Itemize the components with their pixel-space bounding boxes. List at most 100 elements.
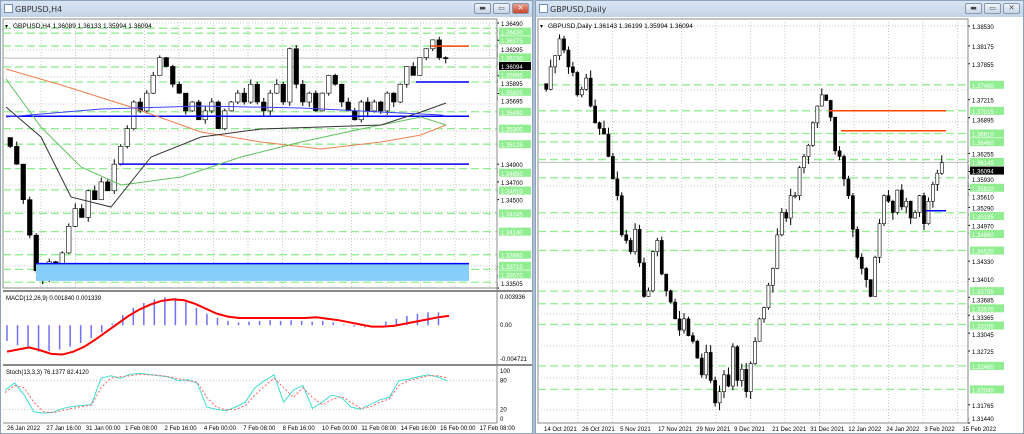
level-label-bg xyxy=(970,106,1004,115)
candle xyxy=(562,38,566,51)
h4-window-titlebar[interactable]: GBPUSD,H4 ▬ ▭ ✕ xyxy=(1,1,532,17)
candle xyxy=(771,268,775,286)
candle xyxy=(423,48,429,58)
candle xyxy=(908,200,913,219)
candle xyxy=(695,340,700,359)
candle xyxy=(682,318,686,331)
level-label-bg xyxy=(970,246,1004,255)
current-price-label: 1.36094 xyxy=(501,65,523,71)
macd-scale-label: 0.00 xyxy=(500,323,512,329)
candle xyxy=(20,163,26,200)
price-label: 1.35610 xyxy=(972,195,994,201)
candle xyxy=(913,212,917,219)
chart-frame xyxy=(537,18,969,424)
time-label: 7 Feb 08:00 xyxy=(243,426,276,432)
price-label: 1.33045 xyxy=(972,333,994,339)
h4-window-title: GBPUSD,H4 xyxy=(15,4,63,14)
candle xyxy=(241,92,247,103)
candle xyxy=(202,110,208,121)
candle xyxy=(215,101,221,129)
candle xyxy=(584,77,589,90)
time-label: 27 Jan 16:00 xyxy=(46,426,81,432)
close-button[interactable]: ✕ xyxy=(512,3,529,14)
candle xyxy=(664,273,669,292)
time-label: 12 Jan 2022 xyxy=(848,427,882,433)
candle xyxy=(615,178,620,196)
minimize-button[interactable]: ▬ xyxy=(474,3,491,14)
candle xyxy=(637,228,642,264)
restore-button[interactable]: ▭ xyxy=(493,3,510,14)
candle xyxy=(784,212,789,219)
level-label-bg xyxy=(499,227,531,236)
level-label-bg xyxy=(499,107,531,116)
price-label: 1.33365 xyxy=(972,316,994,322)
level-label: 1.34610 xyxy=(501,190,523,196)
h4-chart-window[interactable]: GBPUSD,H4 ▬ ▭ ✕ 1.36430 1.36375 1.36230 1.3… xyxy=(0,0,533,434)
candle xyxy=(105,181,111,192)
time-label: 15 Feb 2022 xyxy=(962,427,996,433)
candle xyxy=(726,374,731,387)
candle xyxy=(300,83,306,103)
moving-average-black xyxy=(5,102,447,208)
candle xyxy=(766,284,771,308)
candle xyxy=(111,163,117,192)
daily-window-titlebar[interactable]: GBPUSD,Daily ▬ ▭ ✕ xyxy=(536,1,1023,17)
minimize-button[interactable]: ▬ xyxy=(965,3,982,14)
candle xyxy=(877,223,882,258)
candle xyxy=(280,83,286,103)
level-label: 1.34345 xyxy=(501,212,523,218)
price-label: 1.37855 xyxy=(972,63,994,69)
candle xyxy=(646,290,651,297)
level-label-bg xyxy=(499,53,531,62)
candle xyxy=(659,240,664,275)
price-label: 1.35290 xyxy=(972,206,994,212)
time-label: 8 Feb 16:00 xyxy=(283,426,316,432)
price-label: 1.34010 xyxy=(972,278,994,284)
macd-scale-label: 0.003936 xyxy=(500,295,526,301)
chart-frame xyxy=(2,18,498,289)
candle xyxy=(176,83,182,94)
candle xyxy=(904,200,909,208)
candle xyxy=(873,256,877,297)
time-label: 26 Jan 2022 xyxy=(7,426,41,432)
current-price-bg xyxy=(970,166,1004,175)
level-label-bg xyxy=(970,212,1004,221)
candle xyxy=(319,92,325,112)
time-label: 17 Feb 08:00 xyxy=(480,426,516,432)
candle xyxy=(222,110,228,129)
candle xyxy=(731,346,735,387)
level-label-bg xyxy=(499,87,531,96)
candle xyxy=(655,240,660,252)
moving-average-green xyxy=(5,78,447,186)
macd-scale-label: -0.004721 xyxy=(500,357,528,363)
level-label: 1.36145 xyxy=(972,161,994,167)
chart-window-icon xyxy=(539,4,548,13)
daily-chart-window[interactable]: GBPUSD,Daily ▬ ▭ ✕ 1.37480 1.37015 1.36610… xyxy=(535,0,1024,434)
candle xyxy=(14,146,20,165)
level-label-bg xyxy=(970,287,1004,296)
candle xyxy=(410,66,416,76)
candle xyxy=(864,268,869,280)
price-label: 1.36895 xyxy=(972,118,994,124)
level-label-bg xyxy=(499,168,531,177)
level-label: 1.33570 xyxy=(972,307,994,313)
level-label: 1.34860 xyxy=(972,233,994,239)
time-label: 5 Nov 2021 xyxy=(620,427,651,433)
candle xyxy=(713,380,717,404)
candle xyxy=(788,195,793,219)
h4-chart-canvas[interactable]: 1.36430 1.36375 1.36230 1.35995 1.35825 1.354… xyxy=(1,17,532,433)
price-label: 1.35895 xyxy=(501,82,523,88)
candle xyxy=(436,39,442,58)
candle xyxy=(144,92,150,112)
candle xyxy=(606,133,611,157)
level-label: 1.33880 xyxy=(501,254,523,260)
close-button[interactable]: ✕ xyxy=(1003,3,1020,14)
candle xyxy=(779,212,784,236)
candle xyxy=(762,307,766,320)
restore-button[interactable]: ▭ xyxy=(984,3,1001,14)
level-label: 1.34850 xyxy=(501,172,523,178)
daily-chart-canvas[interactable]: 1.37480 1.37015 1.36610 1.36460 1.36145 1.358… xyxy=(536,17,1023,433)
candle xyxy=(430,39,436,50)
candle xyxy=(267,92,273,112)
candle xyxy=(131,101,137,129)
